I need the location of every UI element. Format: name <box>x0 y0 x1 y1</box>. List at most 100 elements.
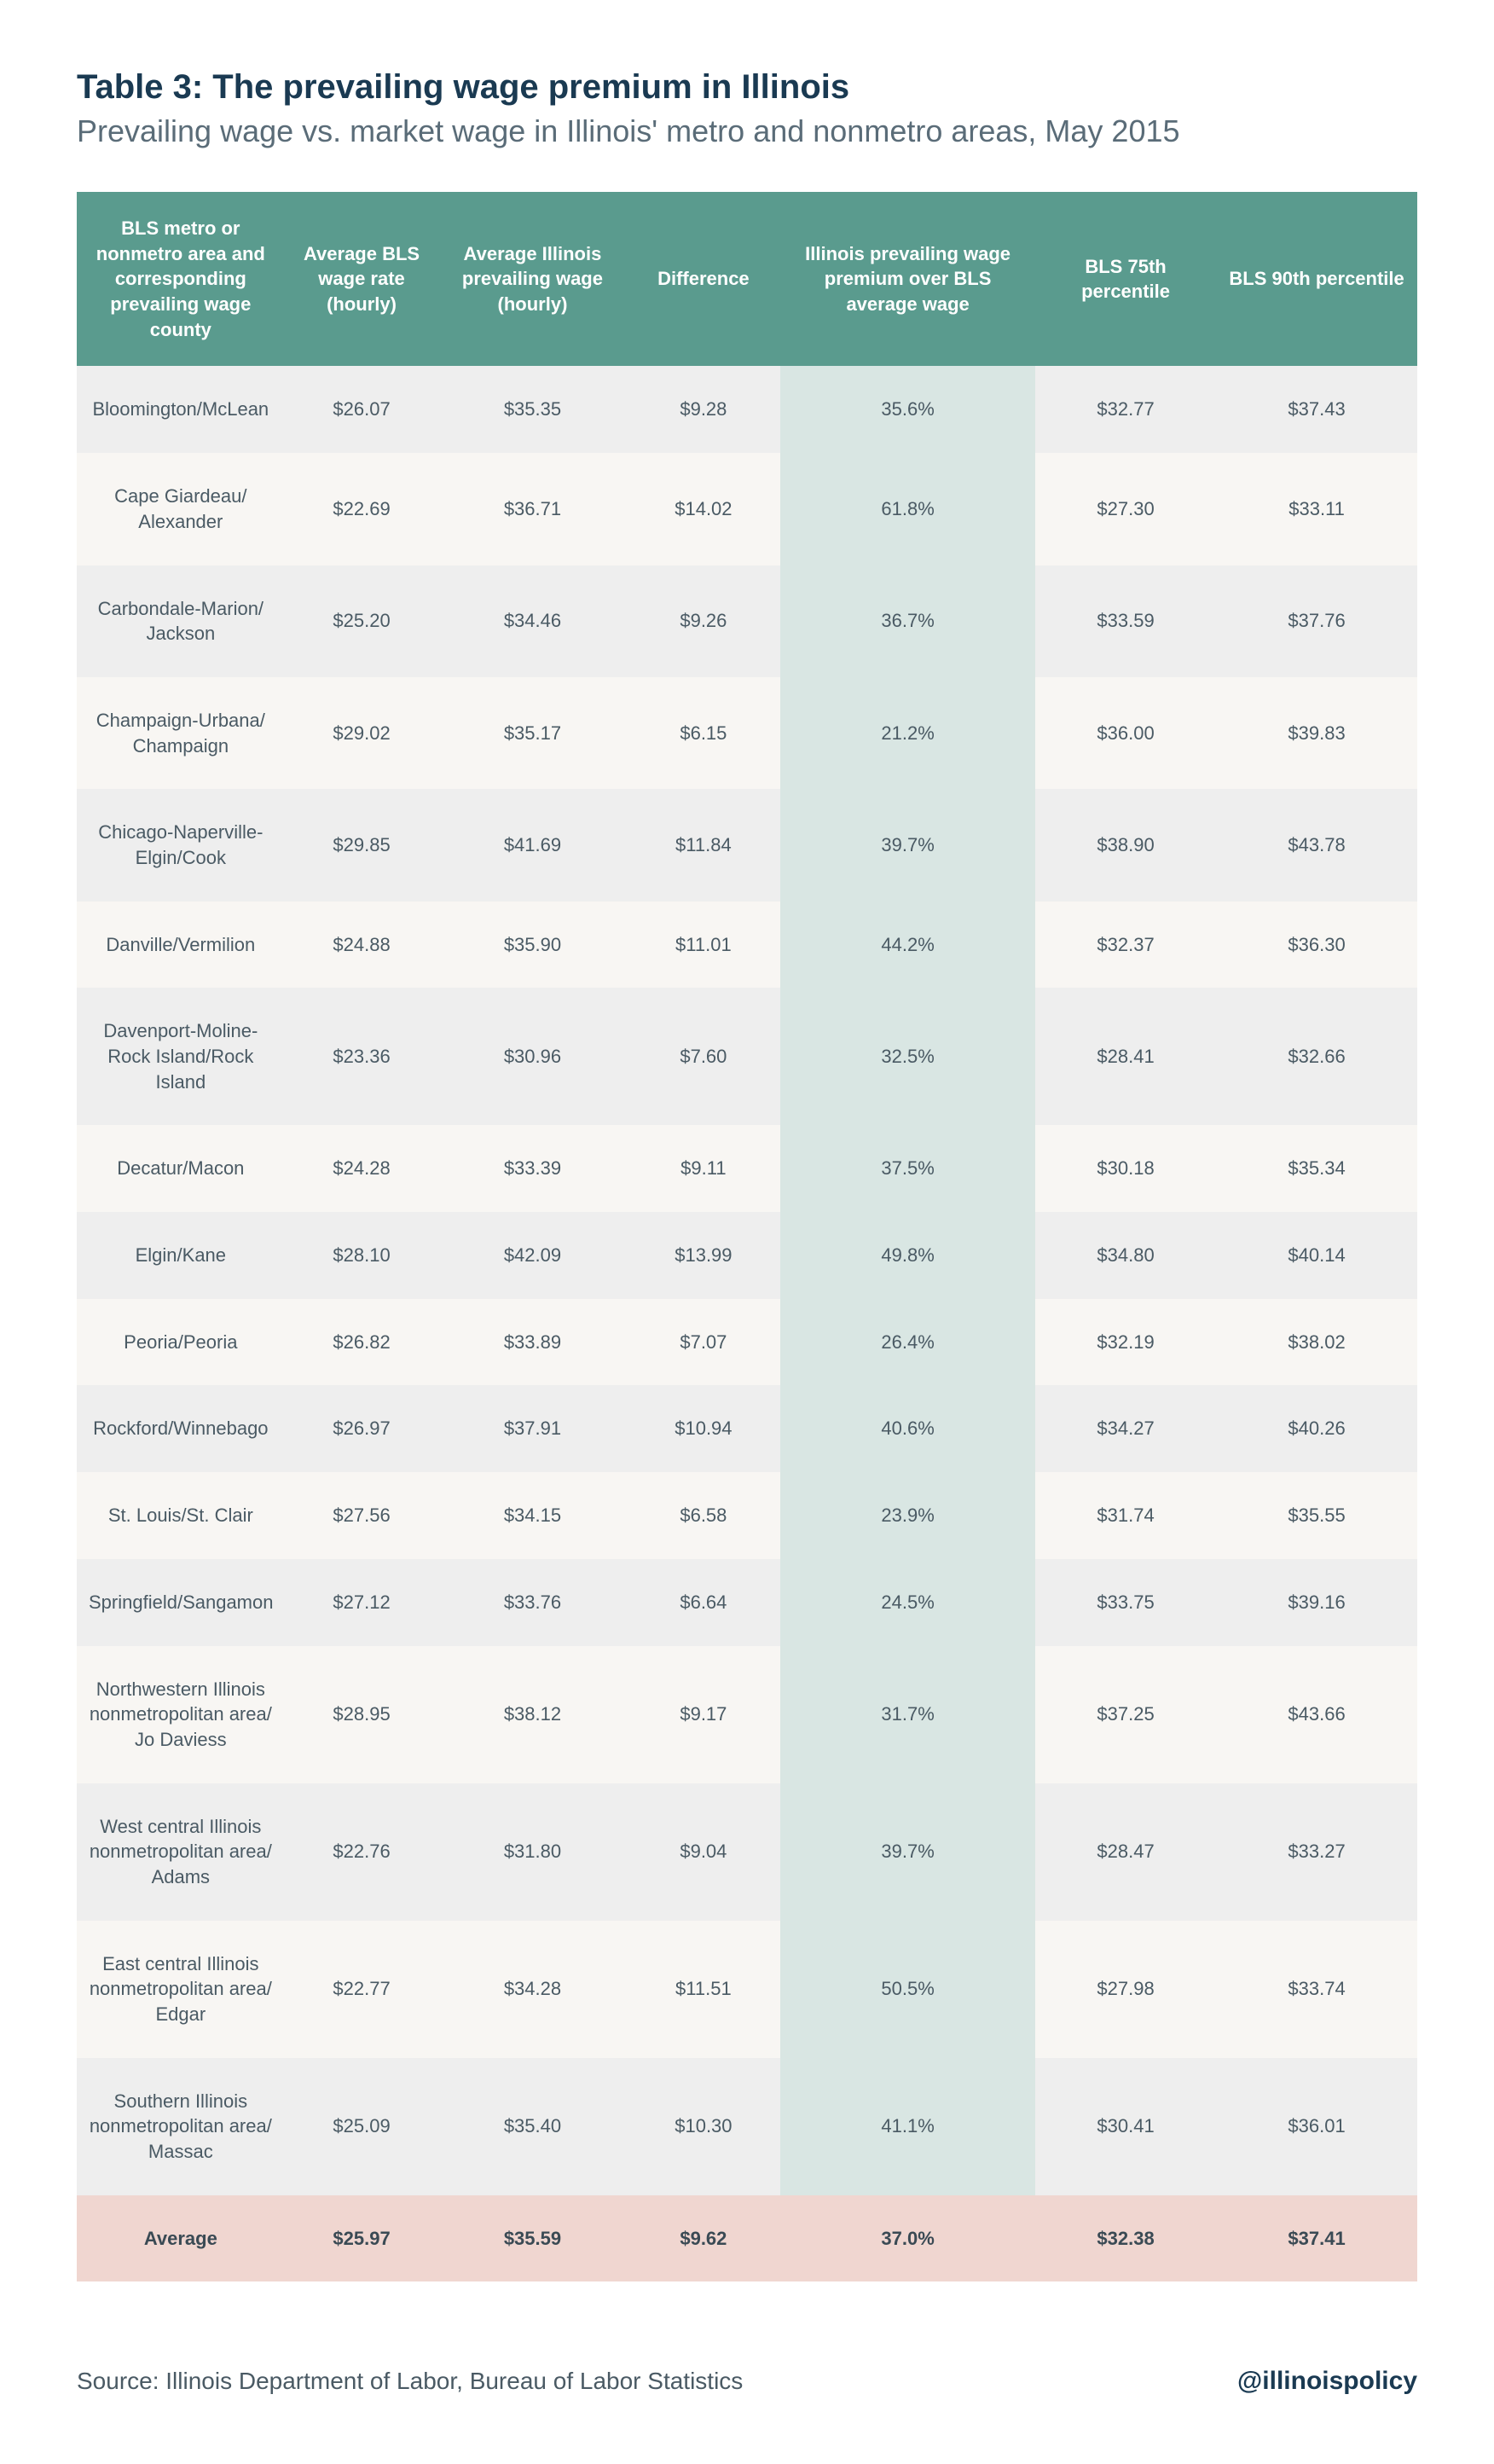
table-row: Elgin/Kane$28.10$42.09$13.9949.8%$34.80$… <box>77 1212 1417 1299</box>
table-cell: $27.98 <box>1035 1921 1216 2058</box>
table-cell: $32.37 <box>1035 902 1216 988</box>
table-row: Northwestern Illinois nonmetropolitan ar… <box>77 1646 1417 1783</box>
table-cell: 23.9% <box>780 1472 1035 1559</box>
table-row: Bloomington/McLean$26.07$35.35$9.2835.6%… <box>77 366 1417 453</box>
table-cell: $26.82 <box>285 1299 439 1386</box>
table-cell: $43.78 <box>1216 789 1417 901</box>
table-cell: 61.8% <box>780 453 1035 565</box>
average-cell: $9.62 <box>627 2195 781 2282</box>
table-cell: $33.74 <box>1216 1921 1417 2058</box>
table-cell: 39.7% <box>780 1783 1035 1921</box>
table-row: St. Louis/St. Clair$27.56$34.15$6.5823.9… <box>77 1472 1417 1559</box>
table-cell: $28.47 <box>1035 1783 1216 1921</box>
table-cell: $36.71 <box>438 453 626 565</box>
table-row: Decatur/Macon$24.28$33.39$9.1137.5%$30.1… <box>77 1125 1417 1212</box>
average-cell: $37.41 <box>1216 2195 1417 2282</box>
table-row: East central Illinois nonmetropolitan ar… <box>77 1921 1417 2058</box>
table-row: Chicago-Naperville-Elgin/Cook$29.85$41.6… <box>77 789 1417 901</box>
table-cell: $38.02 <box>1216 1299 1417 1386</box>
table-cell: $11.84 <box>627 789 781 901</box>
column-header: BLS 90th percentile <box>1216 192 1417 366</box>
table-cell: 40.6% <box>780 1385 1035 1472</box>
table-cell: $33.11 <box>1216 453 1417 565</box>
table-cell: Davenport-Moline-Rock Island/Rock Island <box>77 988 285 1125</box>
table-cell: 36.7% <box>780 565 1035 677</box>
table-cell: $14.02 <box>627 453 781 565</box>
table-cell: $9.11 <box>627 1125 781 1212</box>
footer: Source: Illinois Department of Labor, Bu… <box>77 2367 1417 2396</box>
table-cell: $9.17 <box>627 1646 781 1783</box>
table-cell: $24.28 <box>285 1125 439 1212</box>
table-cell: $39.16 <box>1216 1559 1417 1646</box>
table-row: Springfield/Sangamon$27.12$33.76$6.6424.… <box>77 1559 1417 1646</box>
table-cell: St. Louis/St. Clair <box>77 1472 285 1559</box>
table-cell: $32.66 <box>1216 988 1417 1125</box>
table-cell: $41.69 <box>438 789 626 901</box>
table-cell: $30.96 <box>438 988 626 1125</box>
table-cell: $33.76 <box>438 1559 626 1646</box>
table-cell: $26.97 <box>285 1385 439 1472</box>
table-cell: $27.12 <box>285 1559 439 1646</box>
table-cell: $36.30 <box>1216 902 1417 988</box>
table-cell: $9.26 <box>627 565 781 677</box>
table-cell: $7.07 <box>627 1299 781 1386</box>
table-cell: $34.80 <box>1035 1212 1216 1299</box>
table-cell: $37.25 <box>1035 1646 1216 1783</box>
column-header: Average Illinois prevailing wage (hourly… <box>438 192 626 366</box>
table-cell: $7.60 <box>627 988 781 1125</box>
table-cell: $11.01 <box>627 902 781 988</box>
table-cell: Southern Illinois nonmetropolitan area/M… <box>77 2058 285 2195</box>
table-cell: $37.91 <box>438 1385 626 1472</box>
table-cell: $35.34 <box>1216 1125 1417 1212</box>
column-header: Average BLS wage rate (hourly) <box>285 192 439 366</box>
table-cell: $22.76 <box>285 1783 439 1921</box>
table-cell: East central Illinois nonmetropolitan ar… <box>77 1921 285 2058</box>
column-header: Illinois prevailing wage premium over BL… <box>780 192 1035 366</box>
table-cell: $34.15 <box>438 1472 626 1559</box>
table-cell: $25.20 <box>285 565 439 677</box>
table-cell: 31.7% <box>780 1646 1035 1783</box>
table-cell: $25.09 <box>285 2058 439 2195</box>
table-cell: $24.88 <box>285 902 439 988</box>
table-row: Peoria/Peoria$26.82$33.89$7.0726.4%$32.1… <box>77 1299 1417 1386</box>
table-row: West central Illinois nonmetropolitan ar… <box>77 1783 1417 1921</box>
table-cell: $27.30 <box>1035 453 1216 565</box>
column-header: Difference <box>627 192 781 366</box>
table-cell: $10.30 <box>627 2058 781 2195</box>
table-cell: Champaign-Urbana/Champaign <box>77 677 285 789</box>
table-cell: $29.85 <box>285 789 439 901</box>
table-cell: 50.5% <box>780 1921 1035 2058</box>
column-header: BLS 75th percentile <box>1035 192 1216 366</box>
table-row: Carbondale-Marion/Jackson$25.20$34.46$9.… <box>77 565 1417 677</box>
table-cell: 21.2% <box>780 677 1035 789</box>
table-cell: $35.35 <box>438 366 626 453</box>
table-cell: $36.01 <box>1216 2058 1417 2195</box>
table-cell: $33.59 <box>1035 565 1216 677</box>
table-cell: 32.5% <box>780 988 1035 1125</box>
table-cell: Rockford/Winnebago <box>77 1385 285 1472</box>
table-row: Champaign-Urbana/Champaign$29.02$35.17$6… <box>77 677 1417 789</box>
table-cell: $37.43 <box>1216 366 1417 453</box>
average-cell: $35.59 <box>438 2195 626 2282</box>
table-cell: $38.12 <box>438 1646 626 1783</box>
table-cell: 35.6% <box>780 366 1035 453</box>
table-cell: $13.99 <box>627 1212 781 1299</box>
table-cell: $35.55 <box>1216 1472 1417 1559</box>
table-cell: $33.27 <box>1216 1783 1417 1921</box>
table-cell: $30.41 <box>1035 2058 1216 2195</box>
table-cell: $34.46 <box>438 565 626 677</box>
average-row: Average$25.97$35.59$9.6237.0%$32.38$37.4… <box>77 2195 1417 2282</box>
twitter-handle: @illinoispolicy <box>1237 2367 1417 2396</box>
average-cell: $32.38 <box>1035 2195 1216 2282</box>
table-cell: 37.5% <box>780 1125 1035 1212</box>
table-cell: $28.10 <box>285 1212 439 1299</box>
table-cell: $10.94 <box>627 1385 781 1472</box>
table-cell: $22.77 <box>285 1921 439 2058</box>
table-cell: Northwestern Illinois nonmetropolitan ar… <box>77 1646 285 1783</box>
table-cell: Peoria/Peoria <box>77 1299 285 1386</box>
table-cell: 26.4% <box>780 1299 1035 1386</box>
table-cell: $23.36 <box>285 988 439 1125</box>
source-text: Source: Illinois Department of Labor, Bu… <box>77 2368 743 2395</box>
table-cell: $42.09 <box>438 1212 626 1299</box>
table-cell: 41.1% <box>780 2058 1035 2195</box>
